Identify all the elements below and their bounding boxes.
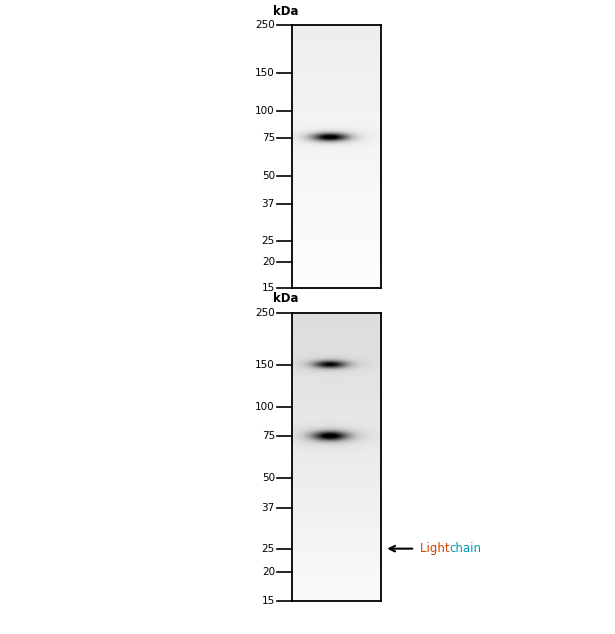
Text: 20: 20: [262, 567, 275, 576]
Text: 250: 250: [255, 307, 275, 318]
Text: 150: 150: [255, 68, 275, 78]
Text: 15: 15: [261, 283, 275, 294]
Text: 75: 75: [261, 133, 275, 143]
Text: kDa: kDa: [273, 4, 299, 18]
Text: 100: 100: [255, 106, 275, 116]
Text: kDa: kDa: [273, 292, 299, 305]
Text: 37: 37: [261, 503, 275, 514]
Text: 25: 25: [261, 544, 275, 553]
Text: 250: 250: [255, 20, 275, 30]
Text: 25: 25: [261, 236, 275, 246]
Text: 100: 100: [255, 401, 275, 411]
Text: 75: 75: [261, 431, 275, 441]
Text: 15: 15: [261, 596, 275, 606]
Text: 50: 50: [262, 472, 275, 482]
Text: Light: Light: [420, 542, 453, 555]
Text: 37: 37: [261, 199, 275, 209]
Text: 50: 50: [262, 171, 275, 181]
Text: 150: 150: [255, 360, 275, 370]
Text: 20: 20: [262, 257, 275, 266]
Text: chain: chain: [450, 542, 482, 555]
